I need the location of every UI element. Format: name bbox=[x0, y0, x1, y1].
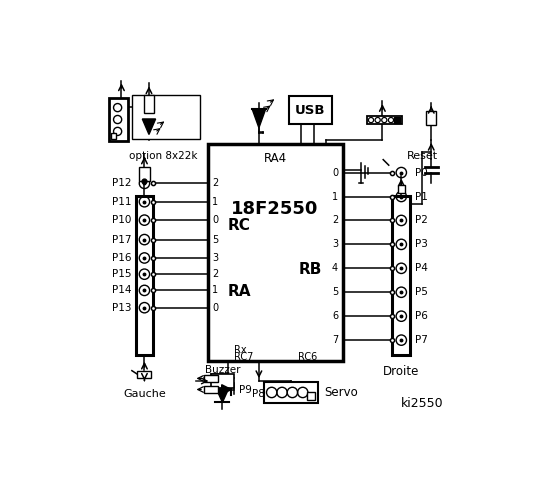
Text: 6: 6 bbox=[332, 311, 338, 321]
Text: 5: 5 bbox=[212, 235, 218, 245]
Text: Reset: Reset bbox=[407, 151, 439, 160]
Bar bbox=[204, 386, 218, 393]
Text: 2: 2 bbox=[212, 179, 218, 188]
Text: RC6: RC6 bbox=[298, 352, 317, 362]
Text: P7: P7 bbox=[415, 335, 428, 345]
Text: 2: 2 bbox=[332, 216, 338, 226]
Polygon shape bbox=[252, 109, 265, 128]
Text: 3: 3 bbox=[332, 240, 338, 250]
Text: 1: 1 bbox=[212, 286, 218, 295]
Text: P2: P2 bbox=[415, 216, 428, 226]
Bar bbox=[426, 111, 436, 125]
Text: 0: 0 bbox=[332, 168, 338, 178]
Text: RC: RC bbox=[228, 218, 251, 233]
Text: option 8x22k: option 8x22k bbox=[129, 151, 197, 160]
Text: P12: P12 bbox=[112, 179, 131, 188]
Text: 1: 1 bbox=[332, 192, 338, 202]
Text: P11: P11 bbox=[112, 197, 131, 207]
Bar bbox=[394, 117, 400, 123]
Text: 2: 2 bbox=[212, 269, 218, 279]
Bar bbox=[204, 375, 218, 382]
Text: 0: 0 bbox=[212, 303, 218, 312]
Bar bbox=[137, 371, 152, 378]
Text: P3: P3 bbox=[415, 240, 428, 250]
Bar bbox=[367, 116, 401, 124]
Bar bbox=[393, 196, 410, 355]
Bar bbox=[264, 382, 318, 403]
Text: ki2550: ki2550 bbox=[401, 396, 444, 409]
Bar bbox=[307, 392, 315, 400]
Text: Droite: Droite bbox=[383, 365, 420, 378]
Bar bbox=[398, 185, 405, 192]
Bar bbox=[109, 98, 128, 141]
Bar bbox=[139, 167, 150, 181]
Text: P0: P0 bbox=[415, 168, 428, 178]
Text: P17: P17 bbox=[112, 235, 131, 245]
Text: RA: RA bbox=[228, 284, 252, 299]
Text: Servo: Servo bbox=[325, 386, 358, 399]
Text: P5: P5 bbox=[415, 287, 428, 297]
Text: 0: 0 bbox=[212, 215, 218, 225]
Bar bbox=[144, 96, 154, 113]
Text: RC7: RC7 bbox=[233, 352, 253, 362]
Text: P13: P13 bbox=[112, 303, 131, 312]
Bar bbox=[289, 96, 332, 124]
Text: P16: P16 bbox=[112, 253, 131, 263]
Text: Buzzer: Buzzer bbox=[205, 365, 240, 375]
Text: P14: P14 bbox=[112, 286, 131, 295]
Polygon shape bbox=[216, 388, 229, 402]
Polygon shape bbox=[142, 119, 155, 134]
Bar bbox=[132, 95, 200, 139]
Bar bbox=[136, 102, 152, 111]
Bar bbox=[207, 144, 342, 360]
Text: 3: 3 bbox=[212, 253, 218, 263]
Text: 1: 1 bbox=[212, 197, 218, 207]
Text: Rx: Rx bbox=[233, 345, 246, 355]
Text: RA4: RA4 bbox=[264, 152, 286, 165]
Bar bbox=[211, 373, 233, 388]
Text: P10: P10 bbox=[112, 215, 131, 225]
Text: 5: 5 bbox=[332, 287, 338, 297]
Text: 18F2550: 18F2550 bbox=[231, 200, 319, 218]
Text: P8: P8 bbox=[253, 389, 265, 399]
Text: Gauche: Gauche bbox=[123, 389, 166, 399]
Bar bbox=[135, 196, 153, 355]
Text: P6: P6 bbox=[415, 311, 428, 321]
Polygon shape bbox=[222, 384, 231, 394]
Text: P4: P4 bbox=[415, 264, 428, 273]
Text: P9: P9 bbox=[239, 385, 252, 395]
Text: 4: 4 bbox=[332, 264, 338, 273]
Text: P1: P1 bbox=[415, 192, 428, 202]
Text: RB: RB bbox=[299, 263, 322, 277]
Bar bbox=[111, 133, 116, 139]
Text: USB: USB bbox=[295, 104, 326, 117]
Text: P15: P15 bbox=[112, 269, 131, 279]
Text: 7: 7 bbox=[332, 335, 338, 345]
